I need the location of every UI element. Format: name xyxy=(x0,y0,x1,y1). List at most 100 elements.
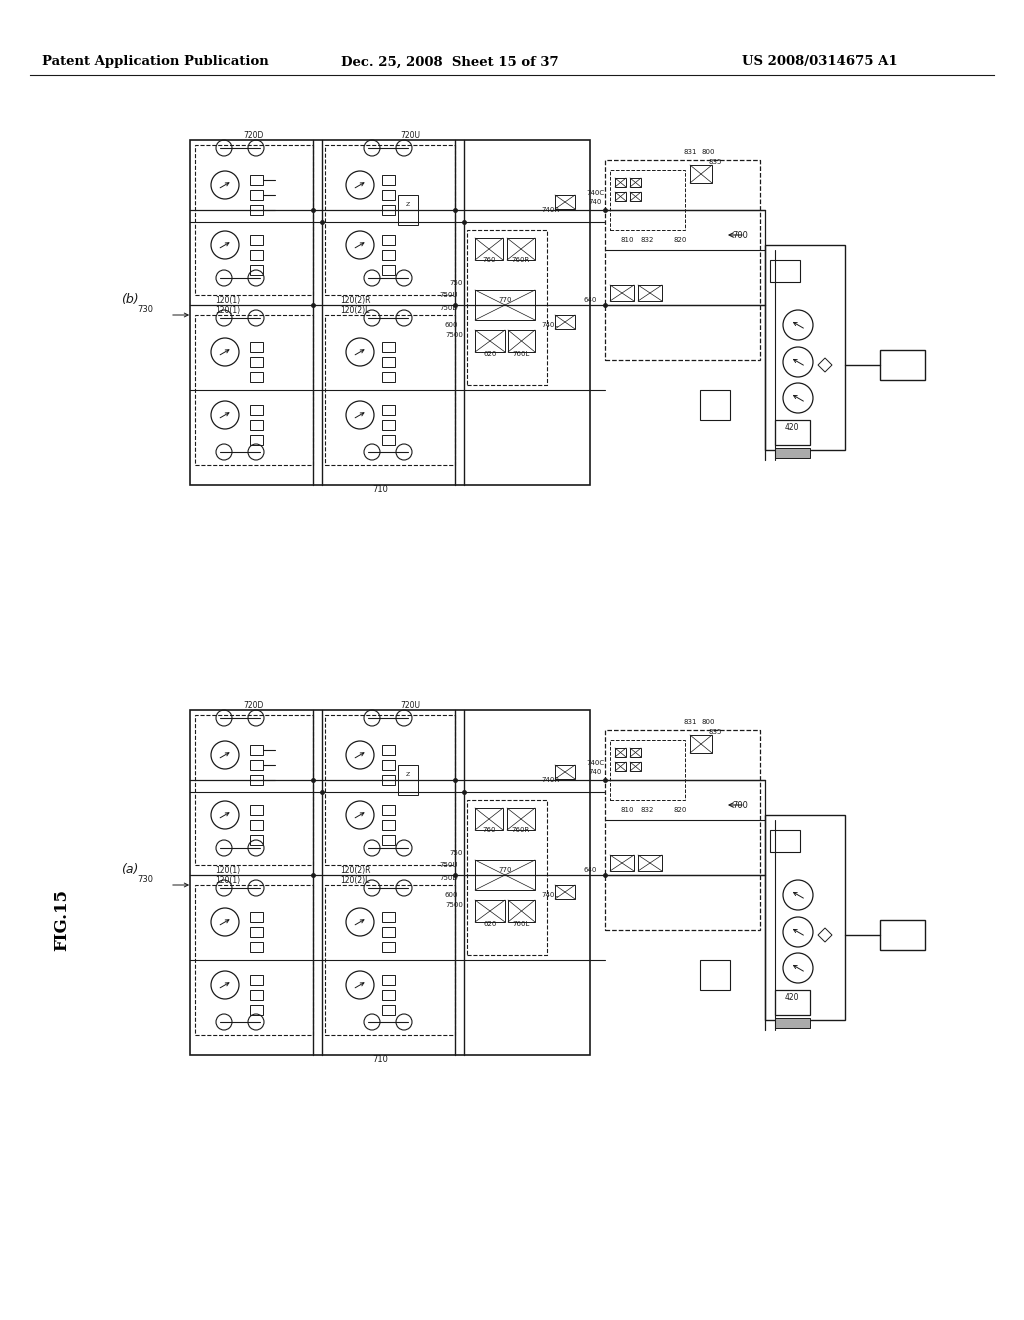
Text: 740: 740 xyxy=(589,199,602,205)
Bar xyxy=(382,1005,395,1015)
Bar xyxy=(475,808,503,830)
Bar xyxy=(615,191,626,201)
Bar xyxy=(195,715,313,865)
Bar xyxy=(250,249,263,260)
Bar xyxy=(475,900,505,921)
Text: 760R: 760R xyxy=(512,257,530,263)
Bar xyxy=(638,855,662,871)
Bar xyxy=(382,942,395,952)
Text: 740L: 740L xyxy=(542,892,559,898)
Bar xyxy=(250,990,263,1001)
Text: 720U: 720U xyxy=(400,701,420,710)
Bar xyxy=(467,230,547,385)
Bar xyxy=(250,405,263,414)
Text: 750D: 750D xyxy=(439,305,458,312)
Bar xyxy=(382,372,395,381)
Text: 710: 710 xyxy=(372,1056,388,1064)
Text: 700: 700 xyxy=(732,800,748,809)
Bar xyxy=(700,389,730,420)
Bar xyxy=(190,710,590,1055)
Text: (a): (a) xyxy=(121,863,138,876)
Bar xyxy=(508,900,535,921)
Bar xyxy=(382,744,395,755)
Bar xyxy=(382,927,395,937)
Bar xyxy=(610,741,685,800)
Text: 760: 760 xyxy=(482,828,496,833)
Bar xyxy=(555,315,575,329)
Bar xyxy=(475,238,503,260)
Bar xyxy=(382,356,395,367)
Text: 800: 800 xyxy=(701,719,715,725)
Bar xyxy=(775,447,810,458)
Text: 835: 835 xyxy=(709,729,722,735)
Text: 820: 820 xyxy=(674,807,687,813)
Bar xyxy=(508,330,535,352)
Text: 740R: 740R xyxy=(541,207,559,213)
Text: 120(2)R: 120(2)R xyxy=(340,866,371,874)
Text: (b): (b) xyxy=(121,293,139,306)
Bar xyxy=(770,260,800,282)
Bar xyxy=(615,762,626,771)
Text: 740C: 740C xyxy=(586,760,604,766)
Bar xyxy=(195,315,313,465)
Bar xyxy=(630,191,641,201)
Bar xyxy=(382,405,395,414)
Bar xyxy=(195,884,313,1035)
Bar xyxy=(775,990,810,1015)
Text: 832: 832 xyxy=(640,238,653,243)
Bar xyxy=(250,372,263,381)
Bar xyxy=(250,820,263,830)
Text: 120(1): 120(1) xyxy=(215,305,241,314)
Bar xyxy=(555,884,575,899)
Bar xyxy=(190,140,590,484)
Bar xyxy=(615,748,626,756)
Bar xyxy=(382,205,395,215)
Text: Dec. 25, 2008  Sheet 15 of 37: Dec. 25, 2008 Sheet 15 of 37 xyxy=(341,55,559,69)
Bar xyxy=(250,436,263,445)
Bar xyxy=(610,285,634,301)
Bar xyxy=(398,766,418,795)
Text: FIG.15: FIG.15 xyxy=(53,888,71,950)
Bar xyxy=(382,990,395,1001)
Bar xyxy=(765,814,845,1020)
Text: 770: 770 xyxy=(499,297,512,304)
Text: 740R: 740R xyxy=(541,777,559,783)
Bar xyxy=(250,942,263,952)
Text: 120(2)R: 120(2)R xyxy=(340,296,371,305)
Bar xyxy=(325,715,455,865)
Bar xyxy=(555,766,575,779)
Bar xyxy=(382,436,395,445)
Text: 420: 420 xyxy=(784,993,800,1002)
Bar xyxy=(605,160,760,360)
Text: 770: 770 xyxy=(499,867,512,873)
Bar xyxy=(398,195,418,224)
Text: 760: 760 xyxy=(482,257,496,263)
Bar xyxy=(382,420,395,430)
Text: 720D: 720D xyxy=(244,701,264,710)
Bar xyxy=(605,730,760,931)
Text: 600: 600 xyxy=(444,322,458,327)
Text: 750D: 750D xyxy=(439,875,458,880)
Text: 760L: 760L xyxy=(512,351,529,356)
Bar xyxy=(475,861,535,890)
Bar xyxy=(700,960,730,990)
Text: 120(2)L: 120(2)L xyxy=(340,875,370,884)
Text: 831: 831 xyxy=(683,149,696,154)
Text: Patent Application Publication: Patent Application Publication xyxy=(42,55,268,69)
Text: 740C: 740C xyxy=(586,190,604,195)
Bar xyxy=(325,884,455,1035)
Bar xyxy=(555,195,575,209)
Bar xyxy=(382,176,395,185)
Bar xyxy=(690,165,712,183)
Bar xyxy=(610,855,634,871)
Bar xyxy=(382,820,395,830)
Bar xyxy=(630,748,641,756)
Bar xyxy=(765,246,845,450)
Bar xyxy=(250,176,263,185)
Bar xyxy=(250,775,263,785)
Text: 831: 831 xyxy=(683,719,696,725)
Bar xyxy=(382,190,395,201)
Bar xyxy=(630,762,641,771)
Bar xyxy=(250,342,263,352)
Bar xyxy=(250,205,263,215)
